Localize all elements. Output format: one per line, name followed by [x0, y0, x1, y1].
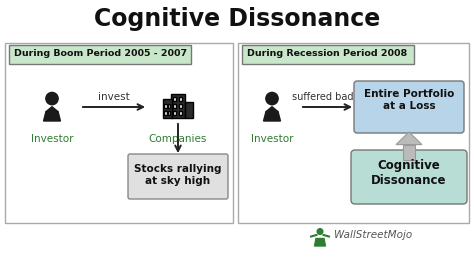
FancyBboxPatch shape	[173, 111, 176, 115]
FancyBboxPatch shape	[171, 94, 185, 118]
Circle shape	[266, 92, 278, 105]
Text: Cognitive
Dissonance: Cognitive Dissonance	[371, 159, 447, 187]
FancyBboxPatch shape	[164, 104, 166, 108]
Circle shape	[317, 229, 323, 234]
Text: Cognitive Dissonance: Cognitive Dissonance	[94, 7, 380, 31]
FancyBboxPatch shape	[5, 43, 233, 223]
FancyBboxPatch shape	[354, 81, 464, 133]
FancyBboxPatch shape	[403, 145, 415, 160]
FancyBboxPatch shape	[179, 111, 182, 115]
Text: Stocks rallying
at sky high: Stocks rallying at sky high	[134, 164, 222, 186]
Polygon shape	[266, 107, 278, 112]
Polygon shape	[264, 112, 281, 121]
Text: During Recession Period 2008: During Recession Period 2008	[247, 50, 407, 59]
Text: suffered badly: suffered badly	[292, 92, 362, 102]
FancyBboxPatch shape	[351, 150, 467, 204]
Polygon shape	[46, 107, 58, 112]
Circle shape	[46, 92, 58, 105]
Polygon shape	[396, 132, 422, 145]
Text: Entire Portfolio
at a Loss: Entire Portfolio at a Loss	[364, 89, 454, 111]
FancyBboxPatch shape	[168, 104, 171, 108]
FancyBboxPatch shape	[168, 111, 171, 115]
FancyBboxPatch shape	[179, 97, 182, 101]
Text: Companies: Companies	[149, 134, 207, 144]
Text: Investor: Investor	[251, 134, 293, 144]
FancyBboxPatch shape	[238, 43, 469, 223]
FancyBboxPatch shape	[163, 99, 172, 118]
FancyBboxPatch shape	[128, 154, 228, 199]
Text: WallStreetMojo: WallStreetMojo	[334, 230, 412, 240]
Text: Investor: Investor	[31, 134, 73, 144]
FancyBboxPatch shape	[179, 104, 182, 108]
FancyBboxPatch shape	[173, 97, 176, 101]
Text: During Boom Period 2005 - 2007: During Boom Period 2005 - 2007	[14, 50, 187, 59]
Polygon shape	[44, 112, 61, 121]
Text: invest: invest	[98, 92, 130, 102]
FancyBboxPatch shape	[173, 104, 176, 108]
FancyBboxPatch shape	[9, 45, 191, 64]
Polygon shape	[315, 238, 326, 246]
FancyBboxPatch shape	[164, 111, 166, 115]
FancyBboxPatch shape	[185, 102, 193, 118]
FancyBboxPatch shape	[242, 45, 414, 64]
